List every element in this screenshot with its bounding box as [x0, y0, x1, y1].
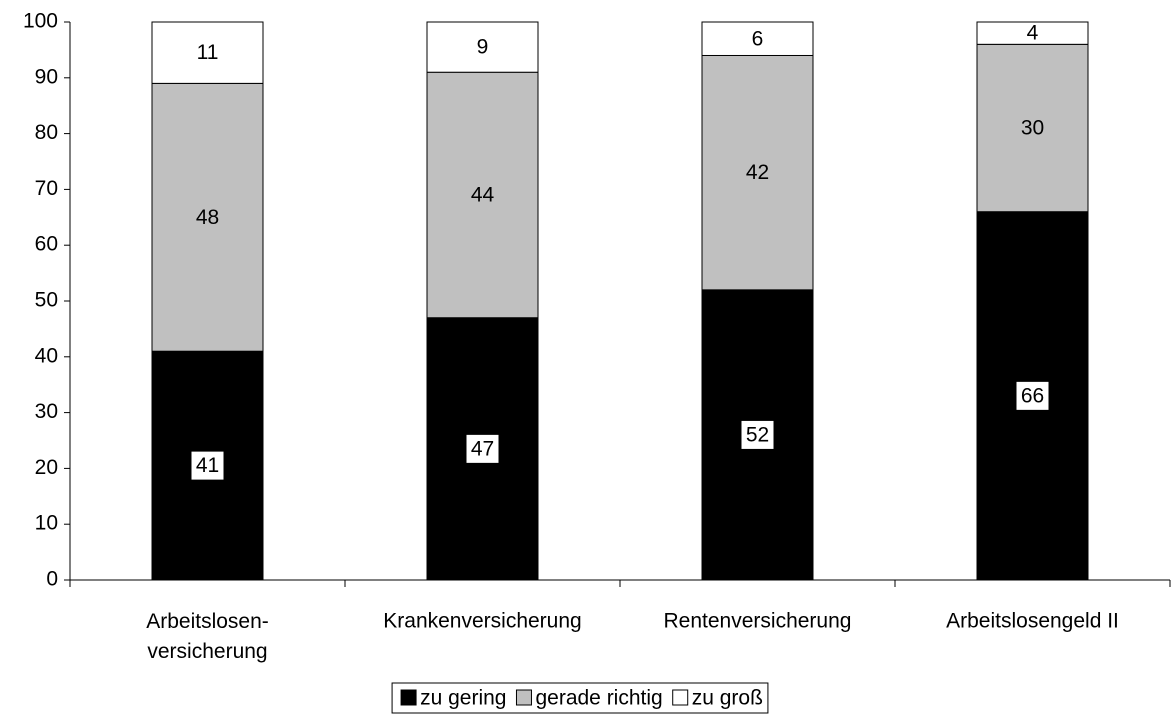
legend-label: zu groß [692, 687, 763, 710]
bar-segment [976, 211, 1089, 581]
legend-box [391, 682, 769, 714]
data-label: 9 [477, 36, 489, 59]
data-label: 6 [752, 27, 764, 50]
legend: zu gering gerade richtig zu groß [391, 682, 769, 714]
data-label: 48 [196, 206, 219, 229]
data-label: 11 [197, 41, 219, 64]
bar-segment [701, 54, 814, 291]
data-label: 44 [471, 184, 495, 207]
bar-segment [426, 21, 539, 73]
legend-label: gerade richtig [535, 687, 662, 710]
data-label: 41 [196, 454, 219, 477]
y-tick-label: 40 [35, 344, 58, 367]
y-tick-label: 70 [35, 177, 58, 200]
legend-swatch [672, 689, 689, 706]
data-label: 52 [746, 423, 769, 446]
y-tick-label: 30 [35, 400, 58, 423]
x-tick-label: Arbeitslosen-versicherung [146, 610, 269, 663]
x-tick-label: Arbeitslosengeld II [946, 610, 1119, 633]
data-label-box [741, 420, 774, 449]
y-tick-label: 10 [35, 512, 58, 535]
y-tick-label: 20 [35, 456, 58, 479]
bar-segment [976, 43, 1089, 213]
data-label: 4 [1027, 22, 1039, 45]
data-label: 42 [746, 161, 769, 184]
y-tick-label: 50 [35, 289, 58, 312]
data-label-box [1016, 381, 1049, 410]
legend-swatch [400, 689, 417, 706]
bar-segment [701, 21, 814, 56]
legend-swatch [515, 689, 532, 706]
data-label-box [466, 434, 499, 463]
bar-segment [976, 21, 1089, 45]
x-tick-label: Krankenversicherung [383, 610, 581, 633]
y-tick-label: 90 [35, 65, 58, 88]
x-tick-label: Rentenversicherung [664, 610, 852, 633]
data-label: 47 [471, 437, 494, 460]
y-tick-label: 0 [46, 568, 58, 591]
y-tick-label: 80 [35, 121, 58, 144]
bar-segment [151, 21, 264, 84]
bar-segment [151, 82, 264, 352]
bar-segment [426, 71, 539, 319]
y-tick-label: 100 [23, 10, 58, 33]
legend-label: zu gering [420, 687, 506, 710]
data-label: 66 [1021, 384, 1044, 407]
data-label-box [191, 451, 224, 480]
y-tick-label: 60 [35, 233, 58, 256]
data-label: 30 [1021, 117, 1044, 140]
